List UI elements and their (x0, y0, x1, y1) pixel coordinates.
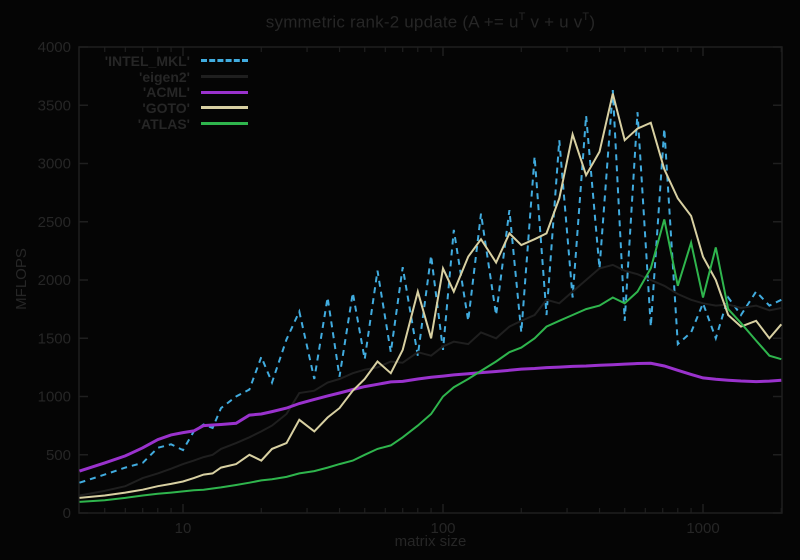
x-axis-label: matrix size (394, 533, 467, 550)
legend: 'INTEL_MKL''eigen2' 'ACML' 'GOTO' 'ATLAS' (80, 53, 248, 132)
y-tick-label: 0 (63, 505, 71, 522)
legend-label: 'ACML' (142, 84, 190, 101)
y-tick-label: 2000 (38, 272, 71, 289)
legend-line-sample (201, 75, 248, 79)
y-tick-label: 3000 (38, 156, 71, 173)
series-intel-mkl (79, 90, 782, 484)
legend-item-goto: 'GOTO' (80, 100, 248, 116)
x-tick-label: 100 (430, 520, 455, 537)
title-text: v + u v (525, 12, 583, 32)
series-goto (79, 93, 783, 499)
chart-title: symmetric rank-2 update (A += uT v + u v… (79, 11, 782, 33)
y-tick-label: 1000 (38, 389, 71, 406)
legend-line-sample (201, 106, 248, 110)
title-superscript: T (582, 11, 590, 23)
legend-item-acml: 'ACML' (80, 84, 248, 100)
title-text: symmetric rank-2 update (A += u (265, 12, 519, 32)
y-tick-label: 3500 (38, 97, 71, 114)
y-tick-label: 4000 (38, 39, 71, 56)
title-superscript: T (518, 11, 526, 23)
legend-label: 'INTEL_MKL' (104, 52, 190, 69)
y-tick-label: 500 (46, 447, 71, 464)
legend-label: 'eigen2' (138, 68, 190, 85)
legend-item-intel-mkl: 'INTEL_MKL' (80, 53, 248, 69)
x-tick-label: 10 (175, 520, 192, 537)
legend-item-atlas: 'ATLAS' (80, 116, 248, 132)
x-tick-label: 1000 (686, 520, 719, 537)
y-axis-label: MFLOPS (13, 248, 30, 310)
legend-line-sample (201, 59, 248, 63)
series-acml (79, 361, 782, 473)
series-atlas (79, 219, 782, 503)
legend-label: 'GOTO' (142, 99, 190, 116)
y-tick-label: 2500 (38, 214, 71, 231)
title-text: ) (589, 12, 596, 32)
legend-line-sample (201, 122, 248, 126)
y-tick-label: 1500 (38, 330, 71, 347)
series-eigen2 (79, 263, 782, 497)
legend-line-sample (201, 90, 248, 94)
legend-label: 'ATLAS' (137, 115, 190, 132)
legend-item-eigen2: 'eigen2' (80, 69, 248, 85)
